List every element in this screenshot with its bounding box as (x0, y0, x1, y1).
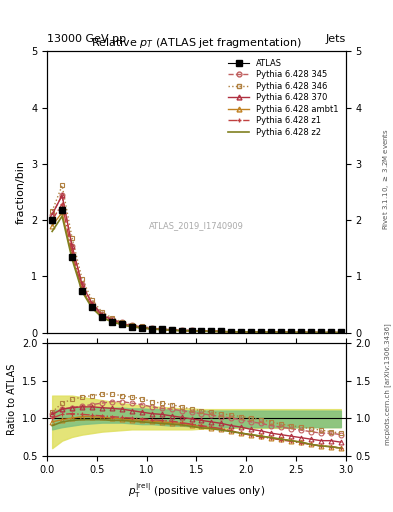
Text: 13000 GeV pp: 13000 GeV pp (47, 33, 126, 44)
Legend: ATLAS, Pythia 6.428 345, Pythia 6.428 346, Pythia 6.428 370, Pythia 6.428 ambt1,: ATLAS, Pythia 6.428 345, Pythia 6.428 34… (225, 55, 342, 140)
Text: Rivet 3.1.10, $\geq$ 3.2M events: Rivet 3.1.10, $\geq$ 3.2M events (381, 128, 391, 230)
Text: Jets: Jets (325, 33, 346, 44)
Title: Relative $p_T$ (ATLAS jet fragmentation): Relative $p_T$ (ATLAS jet fragmentation) (91, 36, 302, 50)
X-axis label: $p_{\mathrm{T}}^{|\mathrm{rel}|}$ (positive values only): $p_{\mathrm{T}}^{|\mathrm{rel}|}$ (posit… (128, 481, 265, 500)
Y-axis label: Ratio to ATLAS: Ratio to ATLAS (7, 364, 17, 435)
Text: ATLAS_2019_I1740909: ATLAS_2019_I1740909 (149, 221, 244, 230)
Text: mcplots.cern.ch [arXiv:1306.3436]: mcplots.cern.ch [arXiv:1306.3436] (384, 323, 391, 445)
Y-axis label: fraction/bin: fraction/bin (16, 160, 26, 224)
